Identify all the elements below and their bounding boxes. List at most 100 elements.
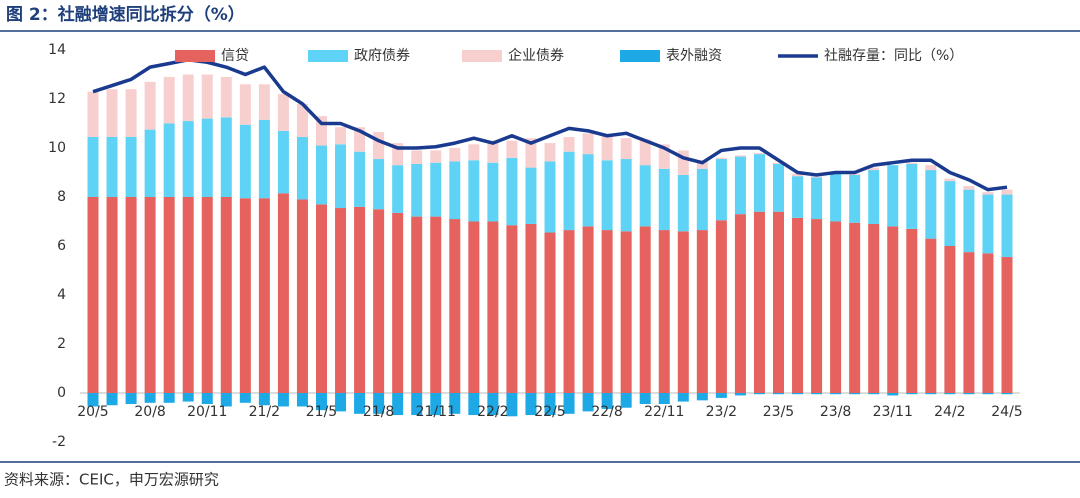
- bar: [296, 393, 308, 407]
- bar: [144, 393, 156, 403]
- bar: [106, 136, 118, 197]
- bar: [316, 116, 327, 146]
- bar: [639, 139, 651, 166]
- bar: [582, 154, 594, 227]
- line: [92, 58, 1008, 192]
- bar: [106, 197, 118, 393]
- bar: [639, 165, 651, 227]
- bar: [144, 197, 156, 393]
- bar: [811, 177, 823, 220]
- bar: [220, 197, 232, 393]
- bar: [201, 393, 213, 405]
- bar: [354, 127, 366, 152]
- bar: [792, 393, 804, 395]
- bar: [887, 165, 899, 227]
- bar: [258, 393, 270, 406]
- bar: [182, 393, 194, 402]
- bar: [87, 136, 99, 197]
- bar: [773, 393, 784, 395]
- bar: [601, 230, 613, 393]
- bar: [753, 154, 765, 212]
- bar: [258, 198, 270, 393]
- bar: [753, 152, 765, 155]
- bar: [792, 217, 804, 393]
- y-tick-label: 2: [57, 336, 66, 352]
- bar: [544, 393, 556, 416]
- bar: [1001, 257, 1013, 393]
- chart-title: 图 2：社融增速同比拆分（%）: [6, 4, 245, 25]
- bar: [677, 150, 689, 175]
- bar: [106, 89, 118, 137]
- bar: [163, 197, 175, 393]
- bar: [582, 393, 594, 412]
- bar: [620, 138, 632, 160]
- x-tick-label: 22/8: [591, 404, 622, 420]
- bar: [277, 130, 289, 194]
- bar: [316, 204, 327, 393]
- source: 资料来源：CEIC，申万宏源研究: [4, 471, 219, 489]
- bar: [201, 197, 213, 393]
- bar: [201, 74, 213, 119]
- bar: [982, 393, 994, 395]
- bar: [335, 393, 347, 412]
- bar: [87, 393, 99, 407]
- bar: [906, 393, 918, 395]
- bar: [182, 74, 194, 122]
- bar: [449, 393, 461, 414]
- bar: [430, 162, 442, 217]
- x-tick-label: 23/8: [820, 404, 851, 420]
- bar: [506, 157, 518, 226]
- bar: [963, 185, 975, 190]
- y-tick-label: -2: [52, 434, 66, 450]
- bar: [906, 228, 918, 393]
- bar: [734, 155, 746, 157]
- bar: [449, 161, 461, 220]
- bar: [163, 393, 175, 403]
- bar: [677, 174, 689, 232]
- legend-label: 信贷: [221, 48, 249, 64]
- legend-swatch: [620, 50, 660, 62]
- bar: [487, 140, 499, 163]
- bar: [430, 150, 442, 163]
- bar: [601, 160, 613, 231]
- bar: [411, 216, 423, 393]
- bar: [963, 393, 975, 395]
- bar: [868, 223, 880, 393]
- bar: [773, 163, 784, 212]
- bar: [811, 393, 823, 395]
- bar: [620, 393, 632, 408]
- bar: [677, 393, 689, 402]
- bar: [620, 231, 632, 393]
- x-tick-label: 23/11: [873, 404, 913, 420]
- bar: [887, 393, 899, 396]
- bar: [887, 226, 899, 393]
- legend-label: 政府债券: [354, 48, 410, 64]
- bar: [944, 181, 956, 246]
- bar: [830, 173, 842, 222]
- bar: [734, 156, 746, 215]
- y-tick-label: 12: [48, 91, 66, 107]
- bar: [753, 211, 765, 393]
- bar: [696, 393, 708, 401]
- bar: [354, 206, 366, 393]
- bar: [563, 151, 575, 231]
- bar: [239, 84, 251, 125]
- bar: [944, 393, 956, 395]
- y-tick-label: 10: [48, 140, 66, 156]
- bar: [144, 81, 156, 130]
- bar: [658, 393, 670, 405]
- bar: [239, 124, 251, 199]
- x-tick-label: 21/8: [363, 404, 394, 420]
- bar: [506, 140, 518, 158]
- bar: [1001, 393, 1013, 395]
- bar: [696, 168, 708, 231]
- bar: [468, 160, 480, 222]
- bar: [849, 173, 861, 175]
- bar: [125, 393, 137, 405]
- bar: [715, 220, 727, 393]
- bar: [849, 174, 861, 223]
- legend-swatch: [175, 50, 215, 62]
- bar: [792, 173, 804, 177]
- bar: [525, 393, 537, 416]
- bar: [696, 160, 708, 169]
